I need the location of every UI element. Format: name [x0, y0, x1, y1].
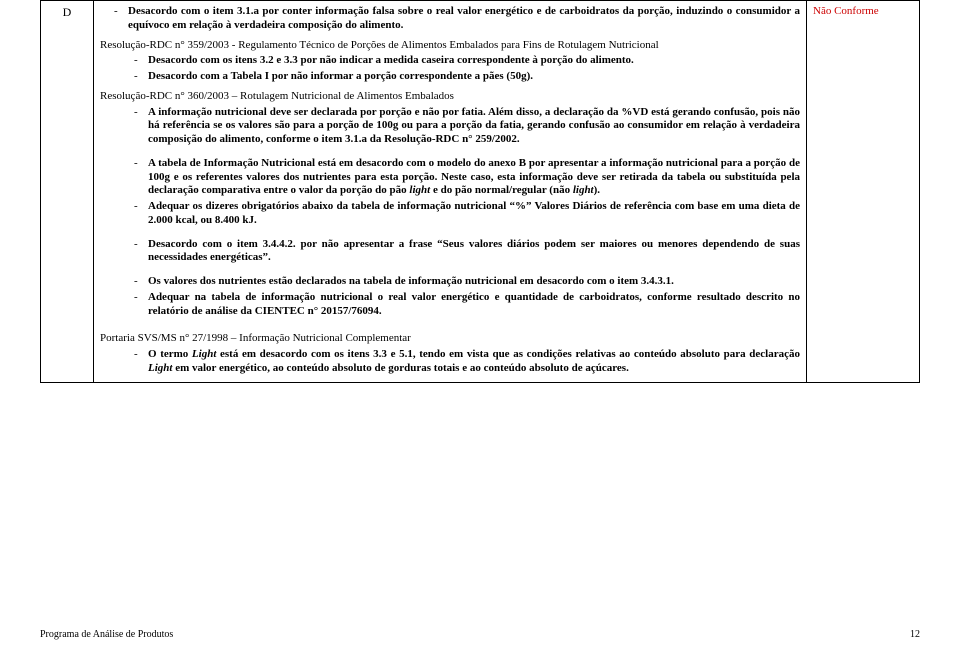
list-item: Adequar na tabela de informação nutricio…	[100, 291, 800, 319]
reg360-item1: A informação nutricional deve ser declar…	[148, 106, 800, 146]
row-status-cell: Não Conforme	[807, 1, 920, 383]
reg360-list-c: Desacordo com o item 3.4.4.2. por não ap…	[100, 238, 800, 266]
reg360-item3: Adequar os dizeres obrigatórios abaixo d…	[148, 200, 800, 226]
table-row: D Desacordo com o item 3.1.a por conter …	[41, 1, 920, 383]
spacer	[100, 230, 800, 238]
top-item-text: Desacordo com o item 3.1.a por conter in…	[128, 5, 800, 31]
list-item: A tabela de Informação Nutricional está …	[100, 157, 800, 198]
reg360-item5: Os valores dos nutrientes estão declarad…	[148, 275, 674, 287]
list-item: Desacordo com o item 3.4.4.2. por não ap…	[100, 238, 800, 266]
port27-p2: está em desacordo com os itens 3.3 e 5.1…	[216, 348, 800, 360]
reg360-item2-p3: ).	[594, 184, 600, 196]
list-item: Adequar os dizeres obrigatórios abaixo d…	[100, 200, 800, 228]
spacer	[100, 267, 800, 275]
list-item: Os valores dos nutrientes estão declarad…	[100, 275, 800, 289]
spacer	[100, 149, 800, 157]
list-item: O termo Light está em desacordo com os i…	[100, 348, 800, 376]
footer-left: Programa de Análise de Produtos	[40, 629, 173, 640]
reg359-item1: Desacordo com os itens 3.2 e 3.3 por não…	[148, 54, 634, 66]
list-item: A informação nutricional deve ser declar…	[100, 106, 800, 147]
port27-p1: O termo	[148, 348, 192, 360]
port27-p3: em valor energético, ao conteúdo absolut…	[172, 362, 628, 374]
reg360-list-b: A tabela de Informação Nutricional está …	[100, 157, 800, 228]
row-letter: D	[63, 5, 72, 19]
reg360-item2-light1: light	[409, 184, 430, 196]
reg360-list-a: A informação nutricional deve ser declar…	[100, 106, 800, 147]
reg360-title: Resolução-RDC n° 360/2003 – Rotulagem Nu…	[100, 90, 800, 104]
page-footer: Programa de Análise de Produtos 12	[40, 629, 920, 640]
port27-light2: Light	[148, 362, 172, 374]
reg359-title: Resolução-RDC n° 359/2003 - Regulamento …	[100, 39, 800, 53]
list-item: Desacordo com o item 3.1.a por conter in…	[100, 5, 800, 33]
compliance-table: D Desacordo com o item 3.1.a por conter …	[40, 0, 920, 383]
row-body-cell: Desacordo com o item 3.1.a por conter in…	[94, 1, 807, 383]
list-item: Desacordo com os itens 3.2 e 3.3 por não…	[100, 54, 800, 68]
reg360-item4: Desacordo com o item 3.4.4.2. por não ap…	[148, 238, 800, 264]
reg359-list: Desacordo com os itens 3.2 e 3.3 por não…	[100, 54, 800, 84]
reg360-list-d: Os valores dos nutrientes estão declarad…	[100, 275, 800, 318]
status-badge: Não Conforme	[813, 5, 879, 17]
port27-list: O termo Light está em desacordo com os i…	[100, 348, 800, 376]
footer-page-number: 12	[910, 629, 920, 640]
reg360-item2-light2: light	[573, 184, 594, 196]
spacer	[100, 320, 800, 328]
list-item: Desacordo com a Tabela I por não informa…	[100, 70, 800, 84]
reg360-item2-p2: e do pão normal/regular (não	[430, 184, 573, 196]
port27-title: Portaria SVS/MS n° 27/1998 – Informação …	[100, 332, 800, 346]
reg360-item6: Adequar na tabela de informação nutricio…	[148, 291, 800, 317]
reg359-item2: Desacordo com a Tabela I por não informa…	[148, 70, 533, 82]
port27-light1: Light	[192, 348, 216, 360]
top-list: Desacordo com o item 3.1.a por conter in…	[100, 5, 800, 33]
row-letter-cell: D	[41, 1, 94, 383]
